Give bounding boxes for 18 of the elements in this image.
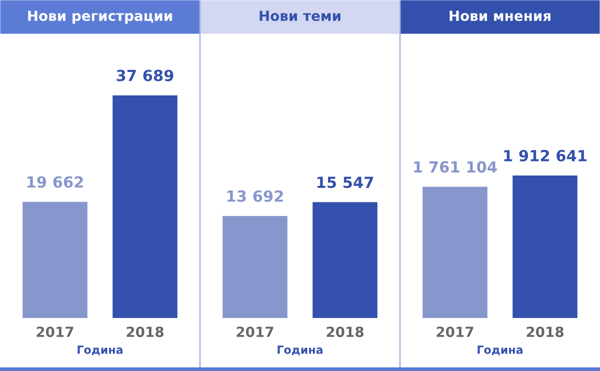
data-label: 13 692	[227, 190, 283, 202]
chart-title: Нови регистрации	[28, 10, 172, 24]
x-tick-label: 2017	[436, 326, 474, 338]
data-label: 1 912 641	[504, 150, 586, 162]
x-tick-label: 2018	[126, 326, 164, 338]
chart-title: Нови мнения	[450, 10, 550, 22]
data-label: 19 662	[27, 176, 83, 188]
x-tick-label: 2018	[526, 326, 564, 338]
x-tick-label: 2017	[36, 326, 74, 338]
x-axis-title: Година	[78, 346, 122, 356]
chart-title: Нови теми	[260, 10, 340, 22]
data-label: 37 689	[116, 70, 174, 82]
data-label: 1 761 104	[414, 161, 497, 173]
x-axis-title: Година	[478, 346, 522, 356]
x-tick-label: 2017	[236, 326, 274, 338]
x-axis-title: Година	[278, 346, 322, 356]
x-tick-label: 2018	[326, 326, 364, 338]
data-label: 15 547	[317, 176, 374, 188]
